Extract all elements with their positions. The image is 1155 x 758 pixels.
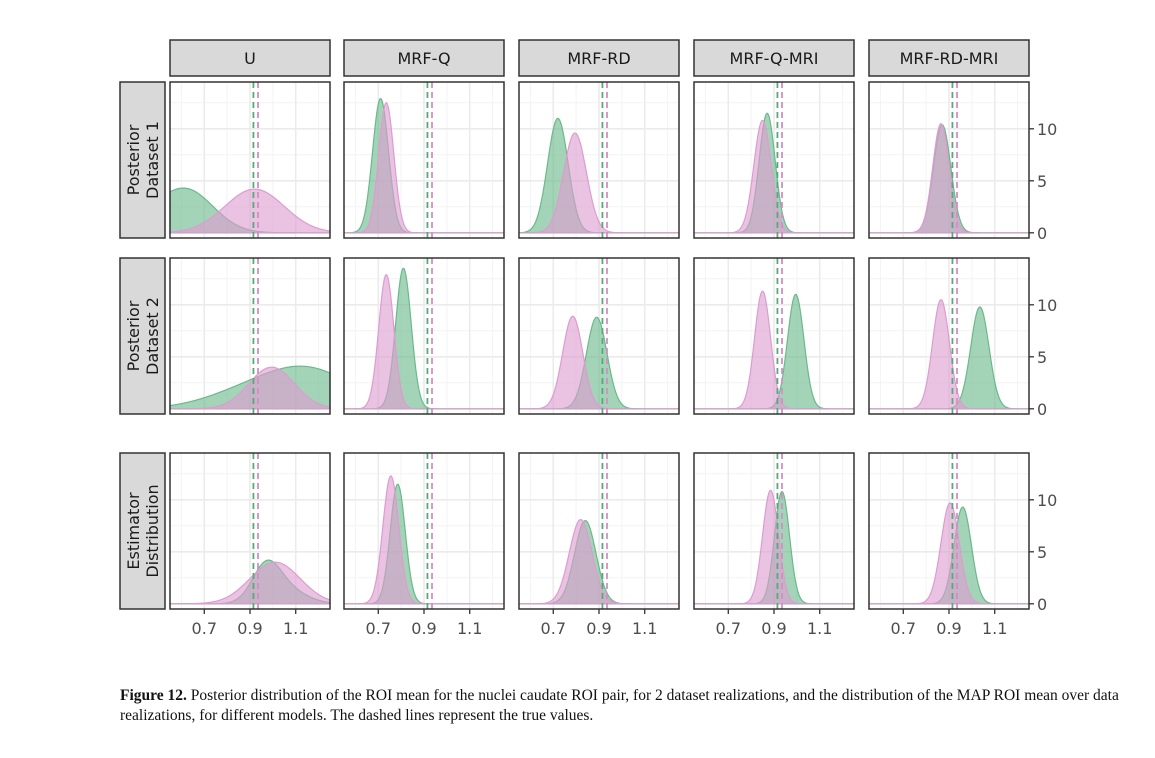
x-tick-label: 0.7 bbox=[366, 619, 391, 638]
x-tick-label: 1.1 bbox=[632, 619, 657, 638]
x-tick-label: 1.1 bbox=[457, 619, 482, 638]
row-strip-label: Dataset 2 bbox=[143, 297, 162, 375]
row-strip-label: Estimator bbox=[124, 492, 143, 570]
panel bbox=[868, 81, 1030, 239]
panel-border bbox=[518, 257, 680, 415]
x-tick-label: 0.9 bbox=[411, 619, 436, 638]
caption-label: Figure 12. bbox=[120, 687, 187, 704]
pink-density-area bbox=[869, 298, 1029, 410]
column-strip bbox=[518, 39, 680, 77]
facet-chart: U MRF-Q MRF-RD MRF-Q-MRI MRF-RD-MRI Posterior… bbox=[119, 39, 1057, 638]
x-tick-label: 0.9 bbox=[237, 619, 262, 638]
pink-density-area bbox=[519, 518, 679, 605]
y-tick-label: 5 bbox=[1037, 172, 1047, 191]
pink-density-area bbox=[519, 315, 679, 410]
row-strip-label: Distribution bbox=[143, 484, 162, 577]
x-tick-label: 0.7 bbox=[541, 619, 566, 638]
x-tick-label: 0.7 bbox=[716, 619, 741, 638]
x-tick-label: 1.1 bbox=[283, 619, 308, 638]
panel-border bbox=[343, 81, 505, 239]
x-tick-label: 1.1 bbox=[982, 619, 1007, 638]
pink-density-area bbox=[169, 561, 331, 605]
pink-density-area bbox=[344, 475, 504, 605]
panel bbox=[169, 257, 331, 415]
pink-density-area bbox=[344, 102, 504, 234]
y-tick-label: 5 bbox=[1037, 348, 1047, 367]
panel-border bbox=[693, 81, 855, 239]
panel-border bbox=[693, 257, 855, 415]
pink-density-area bbox=[869, 122, 1029, 234]
x-tick-label: 0.9 bbox=[761, 619, 786, 638]
x-tick-label: 0.7 bbox=[192, 619, 217, 638]
column-strip-label: MRF-RD-MRI bbox=[900, 49, 999, 68]
x-tick-label: 0.7 bbox=[891, 619, 916, 638]
row-strip bbox=[119, 452, 166, 610]
column-strip-label: U bbox=[244, 49, 256, 68]
panel bbox=[169, 81, 331, 239]
row-strip bbox=[119, 81, 166, 239]
panel bbox=[693, 81, 855, 239]
pink-density-area bbox=[169, 188, 331, 234]
panel bbox=[518, 257, 680, 415]
column-strip-label: MRF-Q bbox=[397, 49, 450, 68]
y-tick-label: 0 bbox=[1037, 595, 1047, 614]
panel-border bbox=[343, 257, 505, 415]
panel-border bbox=[518, 81, 680, 239]
panel bbox=[518, 81, 680, 239]
x-tick-label: 1.1 bbox=[807, 619, 832, 638]
pink-density-area bbox=[694, 489, 854, 605]
panel bbox=[169, 452, 331, 610]
caption-text: Posterior distribution of the ROI mean f… bbox=[120, 687, 1119, 724]
x-tick-label: 0.9 bbox=[586, 619, 611, 638]
pink-density-area bbox=[694, 119, 854, 234]
column-strip bbox=[343, 39, 505, 77]
panel-border bbox=[169, 257, 331, 415]
figure-caption: Figure 12. Posterior distribution of the… bbox=[120, 686, 1130, 726]
column-strip bbox=[868, 39, 1030, 77]
panel bbox=[343, 257, 505, 415]
panel bbox=[868, 452, 1030, 610]
pink-density-area bbox=[170, 366, 331, 410]
panel bbox=[343, 81, 505, 239]
panel bbox=[693, 452, 855, 610]
row-strip-label: Dataset 1 bbox=[143, 121, 162, 199]
panel-border bbox=[868, 257, 1030, 415]
row-strip-label: Posterior bbox=[124, 124, 143, 195]
column-strip-label: MRF-Q-MRI bbox=[730, 49, 819, 68]
column-strip bbox=[693, 39, 855, 77]
column-strip-label: MRF-RD bbox=[567, 49, 630, 68]
y-tick-label: 10 bbox=[1037, 296, 1057, 315]
pink-density-area bbox=[344, 273, 504, 410]
y-tick-label: 10 bbox=[1037, 491, 1057, 510]
pink-density-area bbox=[869, 502, 1029, 605]
y-tick-label: 0 bbox=[1037, 400, 1047, 419]
pink-density-area bbox=[519, 132, 679, 234]
panel-border bbox=[169, 81, 331, 239]
y-tick-label: 0 bbox=[1037, 224, 1047, 243]
panel-border bbox=[868, 81, 1030, 239]
column-strip bbox=[169, 39, 331, 77]
pink-density-area bbox=[694, 290, 854, 410]
panel bbox=[343, 452, 505, 610]
panel bbox=[518, 452, 680, 610]
row-strip bbox=[119, 257, 166, 415]
panel bbox=[868, 257, 1030, 415]
row-strip-label: Posterior bbox=[124, 300, 143, 371]
y-tick-label: 10 bbox=[1037, 120, 1057, 139]
panel bbox=[693, 257, 855, 415]
y-tick-label: 5 bbox=[1037, 543, 1047, 562]
x-tick-label: 0.9 bbox=[936, 619, 961, 638]
